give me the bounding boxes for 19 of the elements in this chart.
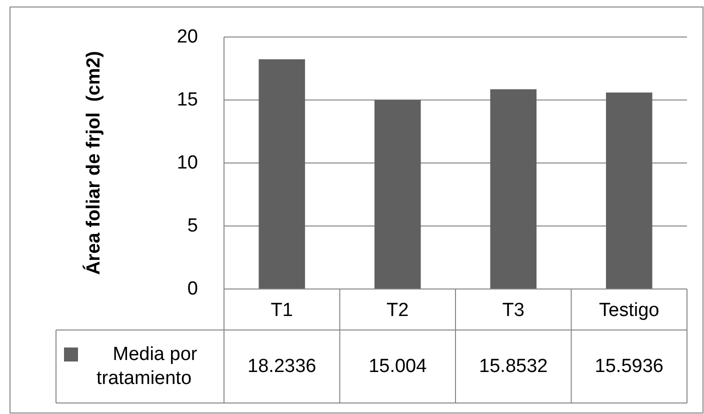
y-tick-label: 20 xyxy=(176,26,198,48)
x-tick-label: T2 xyxy=(386,300,409,321)
y-tick-label: 5 xyxy=(187,216,198,236)
x-tick-label: T1 xyxy=(270,300,293,321)
x-tick-label: Testigo xyxy=(599,300,660,321)
bar xyxy=(374,100,421,289)
data-label: 15.8532 xyxy=(479,356,548,377)
data-label: 15.5936 xyxy=(594,356,664,377)
y-tick-label: 15 xyxy=(176,90,198,110)
data-label: 18.2336 xyxy=(248,356,316,377)
y-tick-label: 0 xyxy=(187,278,198,300)
data-label: 15.004 xyxy=(368,356,428,377)
bar xyxy=(490,89,537,289)
bar xyxy=(258,59,306,289)
legend-label: Media por tratamiento xyxy=(96,344,198,389)
bar xyxy=(606,92,652,289)
x-tick-label: T3 xyxy=(502,300,524,321)
y-axis-title: Área foliar de frjol (cm2) xyxy=(82,51,104,275)
y-tick-label: 10 xyxy=(176,152,198,174)
